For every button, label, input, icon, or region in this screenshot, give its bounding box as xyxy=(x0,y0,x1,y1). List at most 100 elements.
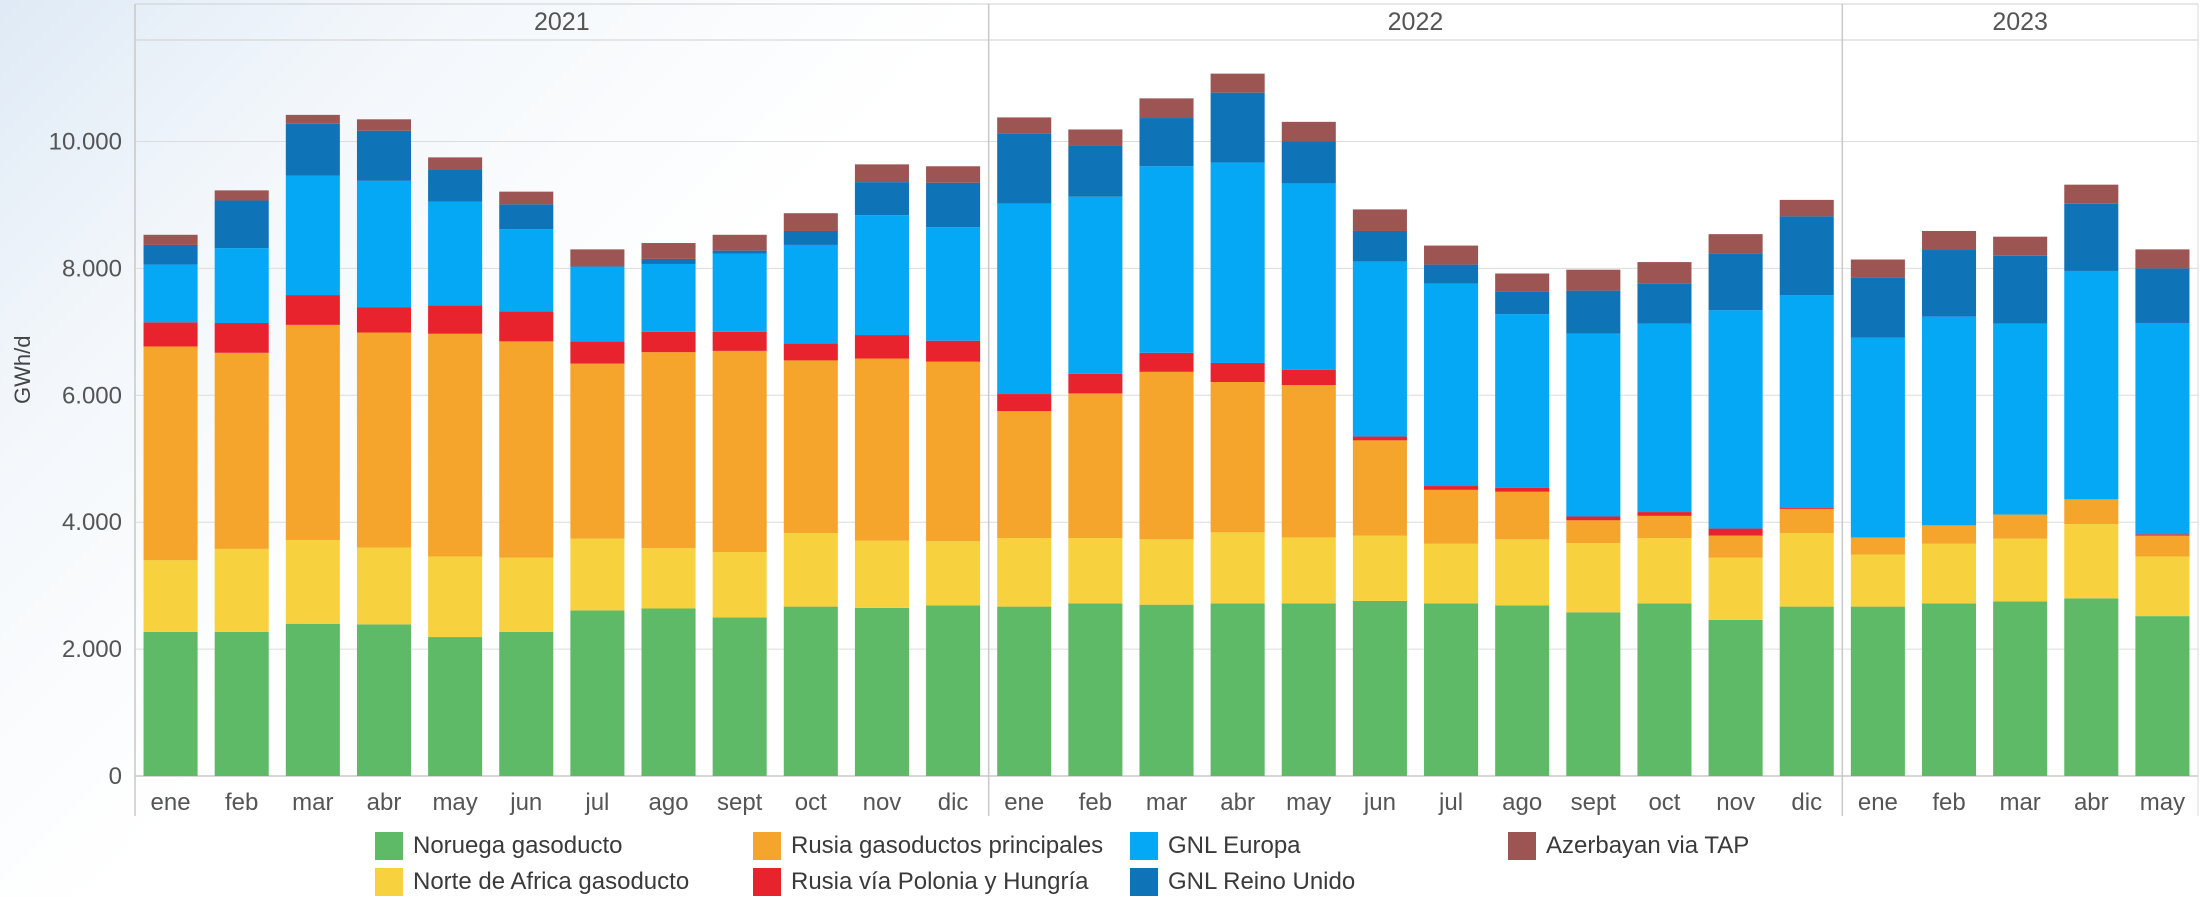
bar-segment xyxy=(1779,606,1834,776)
bar-segment xyxy=(712,552,767,618)
legend-label: GNL Reino Unido xyxy=(1168,868,1356,895)
x-tick-label: dic xyxy=(938,789,969,816)
bar-segment xyxy=(712,234,767,251)
bar-segment xyxy=(1708,234,1763,254)
bar-segment xyxy=(428,556,483,638)
bar-segment xyxy=(1210,362,1265,382)
bar-segment xyxy=(2064,524,2119,599)
legend-label: GNL Europa xyxy=(1168,832,1301,859)
bar-segment xyxy=(1281,141,1336,184)
x-tick-label: mar xyxy=(1146,789,1187,816)
bar-segment xyxy=(214,631,269,776)
bar-segment xyxy=(143,234,198,245)
bar-segment xyxy=(143,346,198,561)
bar-segment xyxy=(1210,532,1265,604)
bar-segment xyxy=(1993,323,2048,515)
bar-segment xyxy=(1068,196,1123,374)
x-tick-label: may xyxy=(2140,789,2185,816)
bar-segment xyxy=(1495,314,1550,488)
bar-segment xyxy=(1352,440,1407,536)
year-label: 2021 xyxy=(534,8,590,36)
bar-segment xyxy=(1779,216,1834,296)
bar-segment xyxy=(1139,98,1194,119)
legend-item: Rusia gasoductos principales xyxy=(753,832,1103,860)
bar-segment xyxy=(854,607,909,776)
bar-segment xyxy=(1708,619,1763,776)
bar-segment xyxy=(997,606,1052,776)
x-tick-label: may xyxy=(1286,789,1331,816)
bar-segment xyxy=(1352,600,1407,776)
bar-segment xyxy=(854,182,909,216)
bar-segment xyxy=(1993,601,2048,776)
bar-segment xyxy=(1210,381,1265,533)
bar-segment xyxy=(285,539,340,624)
bar-segment xyxy=(854,164,909,183)
bar-segment xyxy=(499,191,554,205)
bar-segment xyxy=(1495,605,1550,776)
legend-label: Rusia vía Polonia y Hungría xyxy=(791,868,1089,895)
bar-segment xyxy=(1566,516,1621,521)
bar-segment xyxy=(1779,532,1834,607)
legend-swatch xyxy=(1508,832,1536,860)
bar-segment xyxy=(1424,543,1479,604)
legend-item: GNL Reino Unido xyxy=(1130,868,1355,896)
bar-segment xyxy=(570,266,625,342)
bar-segment xyxy=(1495,539,1550,606)
bar-segment xyxy=(1068,373,1123,394)
bar-segment xyxy=(356,332,412,548)
bar-segment xyxy=(641,243,696,259)
bar-segment xyxy=(1850,537,1905,555)
legend-swatch xyxy=(1130,868,1158,896)
bar-segment xyxy=(214,190,269,201)
bar-segment xyxy=(285,123,340,176)
bar-segment xyxy=(1921,316,1977,526)
legend-swatch xyxy=(753,832,781,860)
bar-segment xyxy=(570,538,625,611)
legend-swatch xyxy=(375,868,403,896)
bar-segment xyxy=(499,341,554,558)
bar-segment xyxy=(1281,385,1336,538)
legend-item: Rusia vía Polonia y Hungría xyxy=(753,868,1089,896)
bar-segment xyxy=(854,215,909,336)
legend-item: Norte de Africa gasoducto xyxy=(375,868,689,896)
bar-segment xyxy=(1139,604,1194,776)
bar-segment xyxy=(1708,310,1763,529)
bar-segment xyxy=(1352,230,1407,262)
x-tick-label: jun xyxy=(509,789,542,816)
bar-segment xyxy=(712,250,767,254)
x-tick-label: nov xyxy=(1716,789,1755,816)
bar-segment xyxy=(2064,270,2119,500)
bar-segment xyxy=(1779,199,1834,217)
bar-segment xyxy=(214,200,269,249)
legend-item: GNL Europa xyxy=(1130,832,1301,860)
bar-segment xyxy=(1068,393,1123,539)
bar-segment xyxy=(2064,184,2119,204)
bar-segment xyxy=(1424,603,1479,776)
bar-segment xyxy=(926,340,981,362)
bar-segment xyxy=(214,322,269,353)
bar-segment xyxy=(1566,290,1621,334)
legend-item: Azerbayan via TAP xyxy=(1508,832,1749,860)
bar-segment xyxy=(2135,534,2190,536)
bar-segment xyxy=(570,341,625,364)
bar-segment xyxy=(1495,273,1550,292)
x-tick-label: jun xyxy=(1363,789,1396,816)
bar-segment xyxy=(1566,520,1621,544)
bar-segment xyxy=(2135,616,2190,776)
bar-segment xyxy=(499,557,554,632)
x-tick-label: ago xyxy=(649,789,689,816)
bar-segment xyxy=(428,157,483,170)
bar-segment xyxy=(641,352,696,549)
x-tick-label: oct xyxy=(1648,789,1680,816)
bar-segment xyxy=(1850,277,1905,338)
bar-segment xyxy=(1495,491,1550,540)
bar-segment xyxy=(712,350,767,553)
bar-segment xyxy=(641,263,696,332)
bar-segment xyxy=(143,631,198,776)
bar-segment xyxy=(1068,145,1123,197)
bar-segment xyxy=(1637,538,1692,604)
bar-segment xyxy=(1708,528,1763,536)
bar-segment xyxy=(285,114,340,124)
x-tick-label: mar xyxy=(292,789,333,816)
